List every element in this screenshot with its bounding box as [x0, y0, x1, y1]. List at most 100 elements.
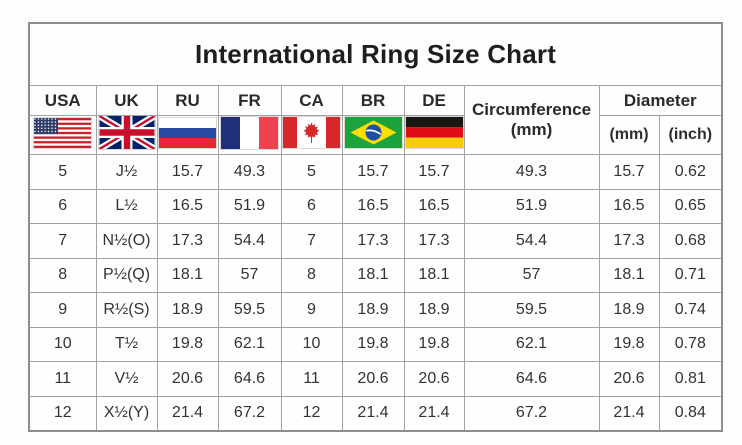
diameter-mm-header: (mm)	[598, 115, 660, 155]
col-header-usa: USA	[28, 85, 97, 116]
flag-row: (mm) (inch)	[28, 115, 723, 155]
table-row: 7 N½(O) 17.3 54.4 7 17.3 17.3 54.4 17.3 0.68	[28, 223, 723, 259]
cell: T½	[95, 326, 158, 362]
cell: 0.71	[658, 257, 723, 293]
page-title: International Ring Size Chart	[28, 22, 723, 86]
cell: 0.78	[658, 326, 723, 362]
table-row: 8 P½(Q) 18.1 57 8 18.1 18.1 57 18.1 0.71	[28, 257, 723, 293]
cell: R½(S)	[95, 292, 158, 328]
table-row: 9 R½(S) 18.9 59.5 9 18.9 18.9 59.5 18.9 0.74	[28, 292, 723, 328]
cell: 18.1	[341, 257, 405, 293]
flag-cell-uk	[95, 115, 158, 155]
cell: 16.5	[598, 188, 660, 224]
flag-cell-ru	[156, 115, 219, 155]
cell: 8	[280, 257, 343, 293]
cell: 49.3	[463, 154, 600, 190]
table-row: 10 T½ 19.8 62.1 10 19.8 19.8 62.1 19.8 0.78	[28, 326, 723, 362]
russia-flag-icon	[159, 117, 216, 148]
cell: 57	[217, 257, 282, 293]
cell: 5	[280, 154, 343, 190]
cell: 19.8	[156, 326, 219, 362]
cell: 15.7	[156, 154, 219, 190]
col-header-br: BR	[341, 85, 405, 116]
cell: 64.6	[217, 361, 282, 397]
cell: 15.7	[598, 154, 660, 190]
cell: 62.1	[463, 326, 600, 362]
germany-flag-icon	[405, 117, 463, 148]
table-row: 11 V½ 20.6 64.6 11 20.6 20.6 64.6 20.6 0.81	[28, 361, 723, 397]
col-header-de: DE	[403, 85, 465, 116]
usa-flag-icon	[34, 117, 92, 148]
cell: 67.2	[217, 395, 282, 432]
cell: 20.6	[403, 361, 465, 397]
cell: 62.1	[217, 326, 282, 362]
cell: 11	[280, 361, 343, 397]
cell: 5	[28, 154, 97, 190]
table-row: 5 J½ 15.7 49.3 5 15.7 15.7 49.3 15.7 0.62	[28, 154, 723, 190]
cell: 54.4	[463, 223, 600, 259]
cell: 19.8	[403, 326, 465, 362]
cell: P½(Q)	[95, 257, 158, 293]
table-row: 12 X½(Y) 21.4 67.2 12 21.4 21.4 67.2 21.4 0.84	[28, 395, 723, 432]
diameter-inch-header: (inch)	[658, 115, 723, 155]
cell: 21.4	[403, 395, 465, 432]
cell: 51.9	[463, 188, 600, 224]
cell: 21.4	[341, 395, 405, 432]
cell: 59.5	[463, 292, 600, 328]
col-header-ru: RU	[156, 85, 219, 116]
cell: 8	[28, 257, 97, 293]
cell: 16.5	[403, 188, 465, 224]
col-header-uk: UK	[95, 85, 158, 116]
cell: 18.9	[156, 292, 219, 328]
cell: N½(O)	[95, 223, 158, 259]
circumference-unit: (mm)	[510, 120, 553, 139]
cell: X½(Y)	[95, 395, 158, 432]
cell: 57	[463, 257, 600, 293]
cell: 18.9	[403, 292, 465, 328]
cell: 9	[280, 292, 343, 328]
cell: J½	[95, 154, 158, 190]
brazil-flag-icon	[344, 117, 402, 148]
cell: 17.3	[598, 223, 660, 259]
canada-flag-icon	[283, 117, 340, 148]
flag-cell-fr	[217, 115, 282, 155]
ring-size-chart-table: International Ring Size Chart USA UK RU …	[28, 22, 724, 432]
cell: 21.4	[598, 395, 660, 432]
flag-cell-br	[341, 115, 405, 155]
table-row: 6 L½ 16.5 51.9 6 16.5 16.5 51.9 16.5 0.65	[28, 188, 723, 224]
france-flag-icon	[221, 116, 278, 149]
cell: 18.9	[598, 292, 660, 328]
cell: 20.6	[598, 361, 660, 397]
cell: 16.5	[341, 188, 405, 224]
cell: 17.3	[341, 223, 405, 259]
flag-cell-usa	[28, 115, 97, 155]
cell: 0.74	[658, 292, 723, 328]
col-header-ca: CA	[280, 85, 343, 116]
cell: 15.7	[403, 154, 465, 190]
cell: 59.5	[217, 292, 282, 328]
table-body: 5 J½ 15.7 49.3 5 15.7 15.7 49.3 15.7 0.62 6 L½ 16.5 5…	[28, 154, 723, 432]
cell: 0.81	[658, 361, 723, 397]
column-header-row: USA UK RU FR CA BR DE Circumference (mm)…	[28, 85, 723, 155]
cell: 54.4	[217, 223, 282, 259]
cell: 18.1	[156, 257, 219, 293]
cell: 49.3	[217, 154, 282, 190]
cell: 16.5	[156, 188, 219, 224]
cell: 0.84	[658, 395, 723, 432]
cell: 0.62	[658, 154, 723, 190]
cell: 12	[280, 395, 343, 432]
cell: 64.6	[463, 361, 600, 397]
flag-cell-de	[403, 115, 465, 155]
cell: 51.9	[217, 188, 282, 224]
cell: 9	[28, 292, 97, 328]
cell: 6	[280, 188, 343, 224]
cell: 20.6	[341, 361, 405, 397]
cell: 19.8	[341, 326, 405, 362]
cell: 10	[28, 326, 97, 362]
cell: 17.3	[403, 223, 465, 259]
cell: 18.1	[403, 257, 465, 293]
cell: 0.68	[658, 223, 723, 259]
circumference-label: Circumference	[471, 99, 592, 119]
cell: 7	[280, 223, 343, 259]
cell: 12	[28, 395, 97, 432]
